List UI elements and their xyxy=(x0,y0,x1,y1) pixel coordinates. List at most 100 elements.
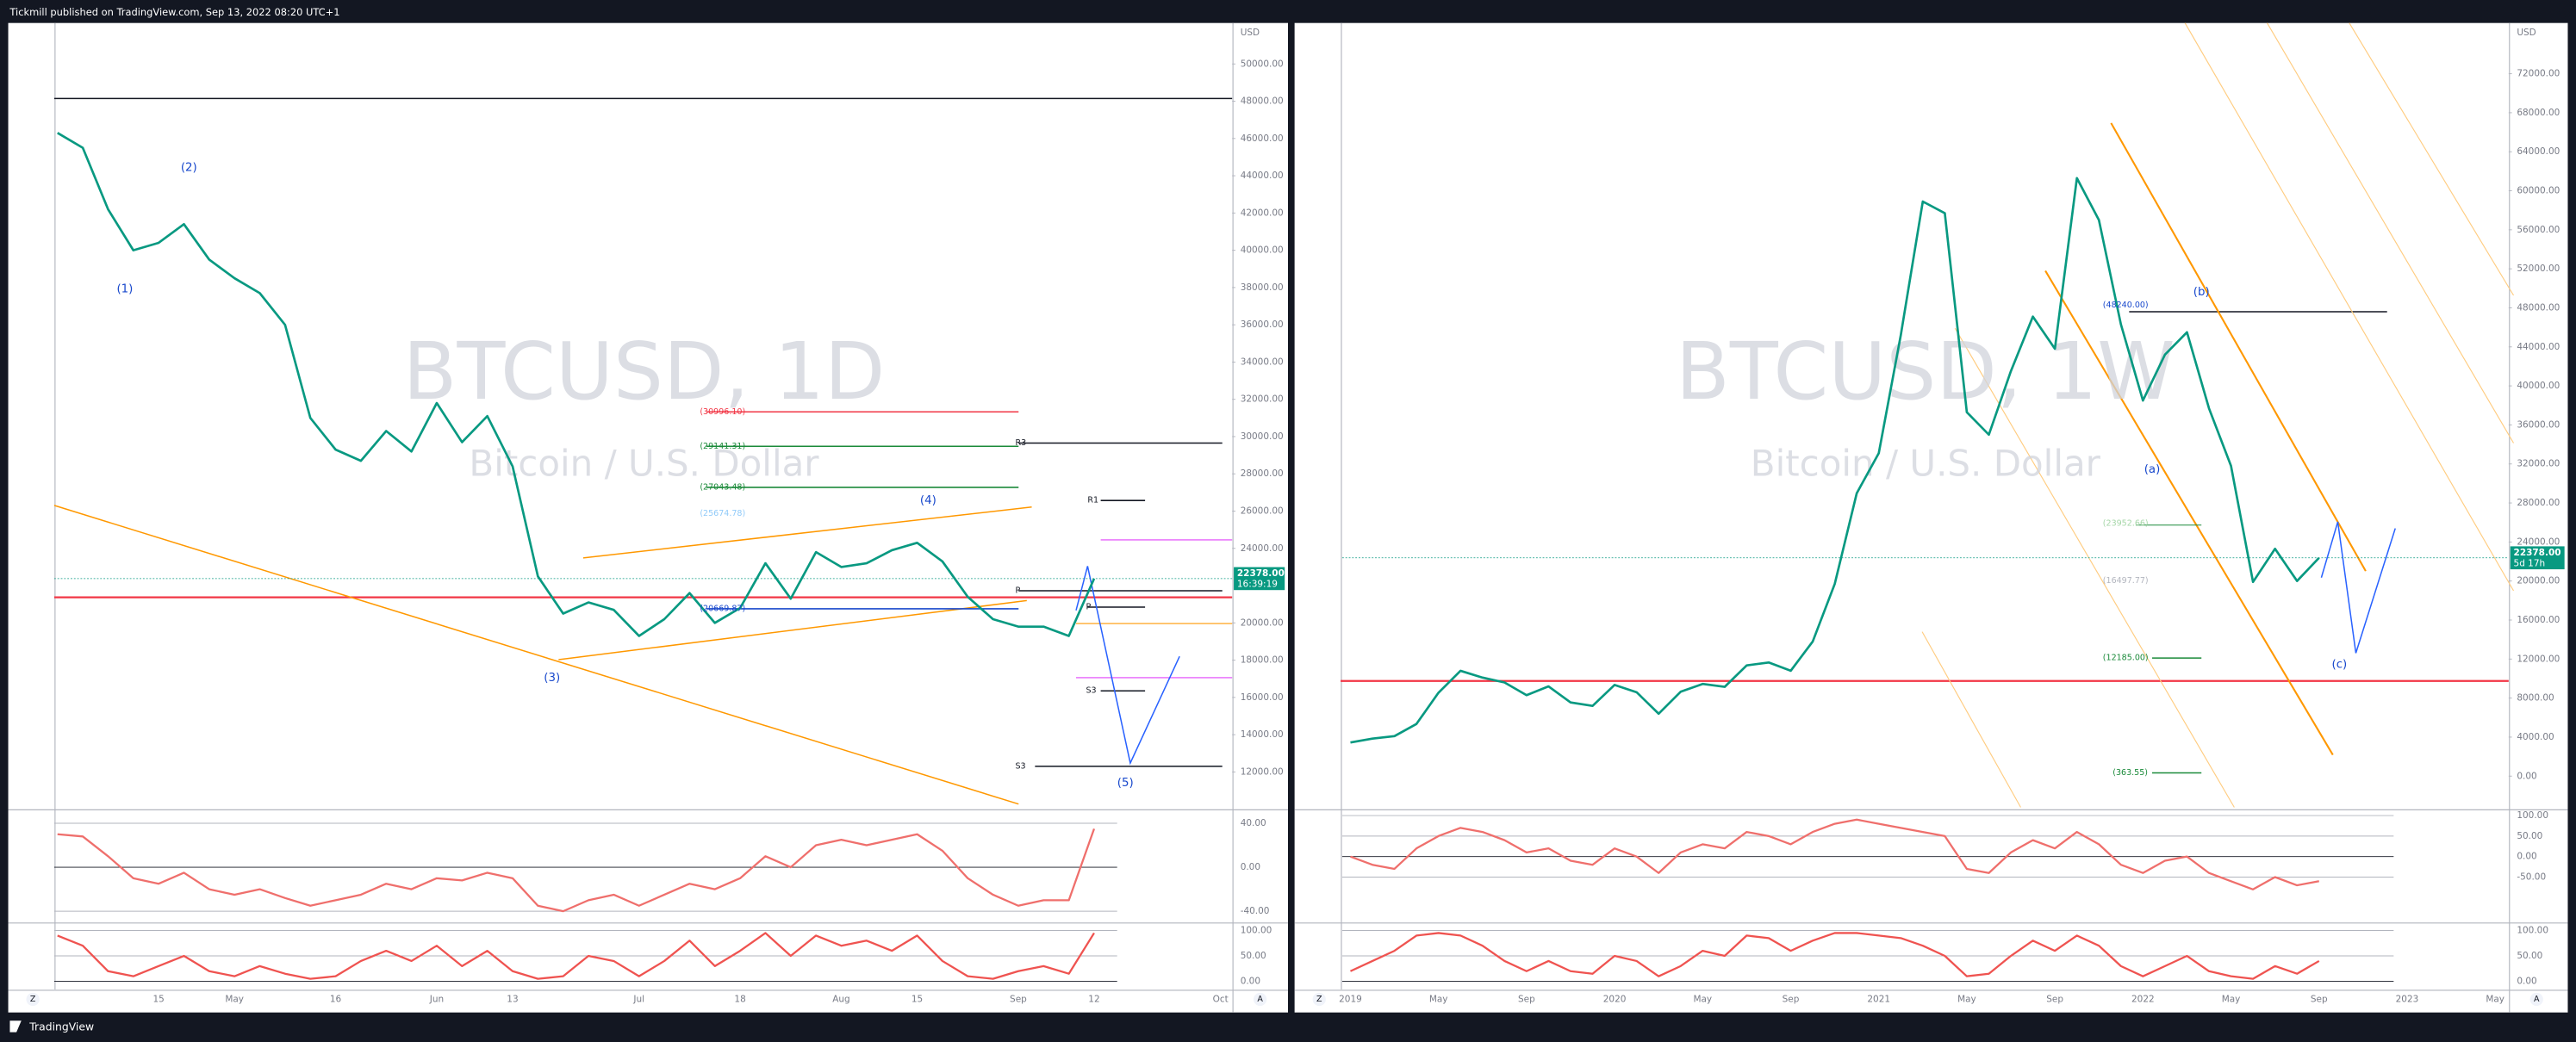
indicator-tick-label: 100.00 xyxy=(1241,925,1272,935)
y-tick-label: 40000.00 xyxy=(2517,381,2560,391)
bar-countdown: 16:39:19 xyxy=(1237,580,1278,590)
y-tick-label: 34000.00 xyxy=(1241,357,1284,367)
axis-button[interactable] xyxy=(1253,992,1267,1007)
y-tick-label: 24000.00 xyxy=(1241,543,1284,554)
y-tick-label: 44000.00 xyxy=(2517,342,2560,352)
axis-unit: USD xyxy=(1241,28,1260,38)
axis-button-label[interactable]: A xyxy=(1257,995,1263,1004)
annotation: (16497.77) xyxy=(2103,576,2149,586)
y-tick-label: 18000.00 xyxy=(1241,655,1284,666)
brand-logo xyxy=(9,1020,22,1033)
axis-button-label[interactable]: Z xyxy=(30,995,36,1004)
indicator-tick-label: -40.00 xyxy=(1241,906,1270,916)
indicator-tick-label: 0.00 xyxy=(2517,852,2536,862)
y-tick-label: 32000.00 xyxy=(2517,459,2560,469)
y-tick-label: 36000.00 xyxy=(2517,419,2560,430)
x-tick-label: Sep xyxy=(2046,994,2063,1004)
y-tick-label: 14000.00 xyxy=(1241,729,1284,740)
y-tick-label: 52000.00 xyxy=(2517,264,2560,274)
x-tick-label: Sep xyxy=(2311,994,2328,1004)
axis-button-label[interactable]: Z xyxy=(1316,995,1322,1004)
indicator-tick-label: 0.00 xyxy=(1241,862,1260,872)
annotation: (a) xyxy=(2144,463,2161,476)
y-tick-label: 16000.00 xyxy=(2517,615,2560,625)
y-tick-label: 46000.00 xyxy=(1241,133,1284,144)
right-panel xyxy=(1294,22,2568,1013)
x-tick-label: May xyxy=(225,994,244,1004)
indicator-tick-label: 40.00 xyxy=(1241,818,1266,828)
y-tick-label: 12000.00 xyxy=(2517,654,2560,664)
axis-button[interactable] xyxy=(26,992,40,1007)
annotation: (1) xyxy=(116,282,133,295)
x-tick-label: May xyxy=(2486,994,2504,1004)
indicator-tick-label: 50.00 xyxy=(2517,831,2542,841)
axis-button-label[interactable]: A xyxy=(2534,995,2540,1004)
last-price-label: 22378.00 xyxy=(1237,568,1285,579)
footer-brand[interactable]: TradingView xyxy=(28,1020,94,1033)
left-drawings xyxy=(53,97,1233,805)
x-tick-label: 12 xyxy=(1088,994,1099,1004)
y-tick-label: 28000.00 xyxy=(2517,498,2560,508)
y-tick-label: 48000.00 xyxy=(2517,302,2560,313)
y-tick-label: 16000.00 xyxy=(1241,692,1284,703)
x-tick-label: Sep xyxy=(1783,994,1800,1004)
x-tick-label: 2021 xyxy=(1867,994,1890,1004)
x-tick-label: 16 xyxy=(330,994,341,1004)
indicator-tick-label: 100.00 xyxy=(2517,925,2548,935)
indicator-line xyxy=(57,828,1096,913)
annotation: (4) xyxy=(920,494,936,507)
indicator-tick-label: 0.00 xyxy=(1241,977,1260,987)
annotation: (48240.00) xyxy=(2103,301,2149,310)
x-tick-label: Sep xyxy=(1518,994,1535,1004)
watermark-subtitle: Bitcoin / U.S. Dollar xyxy=(469,443,819,485)
y-tick-label: 26000.00 xyxy=(1241,506,1284,517)
x-tick-label: Jul xyxy=(632,994,644,1004)
annotation: P xyxy=(1015,586,1020,595)
y-tick-label: 72000.00 xyxy=(2517,69,2560,79)
annotation: (25674.78) xyxy=(700,509,745,518)
y-tick-label: 32000.00 xyxy=(1241,394,1284,405)
x-tick-label: May xyxy=(1429,994,1448,1004)
y-tick-label: 64000.00 xyxy=(2517,146,2560,157)
y-tick-label: 4000.00 xyxy=(2517,732,2554,742)
x-tick-label: Aug xyxy=(832,994,849,1004)
x-tick-label: 15 xyxy=(152,994,164,1004)
price-line xyxy=(57,132,1096,637)
y-tick-label: 56000.00 xyxy=(2517,225,2560,235)
y-tick-label: 20000.00 xyxy=(2517,576,2560,586)
y-tick-label: 42000.00 xyxy=(1241,208,1284,218)
x-tick-label: 13 xyxy=(507,994,518,1004)
x-tick-label: May xyxy=(1693,994,1712,1004)
annotation: (5) xyxy=(1117,777,1134,790)
x-tick-label: 18 xyxy=(734,994,745,1004)
annotation: (12185.00) xyxy=(2103,654,2149,663)
indicator-tick-label: 50.00 xyxy=(1241,951,1266,961)
annotation: (c) xyxy=(2332,659,2348,672)
y-tick-label: 44000.00 xyxy=(1241,171,1284,181)
annotation: (30996.10) xyxy=(700,407,745,417)
annotation: (20669.87) xyxy=(700,604,745,613)
watermark-title: BTCUSD, 1D xyxy=(403,326,886,418)
x-tick-label: 2020 xyxy=(1603,994,1627,1004)
x-tick-label: Oct xyxy=(1213,994,1229,1004)
y-tick-label: 48000.00 xyxy=(1241,96,1284,107)
annotation: R3 xyxy=(1015,438,1026,448)
bar-countdown: 5d 17h xyxy=(2514,558,2546,568)
indicator-tick-label: -50.00 xyxy=(2517,871,2546,882)
annotation: (29141.31) xyxy=(700,442,745,451)
indicator-line xyxy=(1349,932,2320,980)
annotation: (b) xyxy=(2193,286,2210,299)
axis-button[interactable] xyxy=(1312,992,1326,1007)
x-tick-label: Sep xyxy=(1010,994,1027,1004)
axis-button[interactable] xyxy=(2529,992,2543,1007)
y-tick-label: 60000.00 xyxy=(2517,186,2560,196)
y-tick-label: 30000.00 xyxy=(1241,431,1284,442)
y-tick-label: 38000.00 xyxy=(1241,282,1284,293)
y-tick-label: 68000.00 xyxy=(2517,108,2560,118)
annotation: (27043.48) xyxy=(700,482,745,492)
last-price-box xyxy=(2510,546,2565,570)
y-tick-label: 36000.00 xyxy=(1241,319,1284,330)
indicator-line xyxy=(57,932,1095,980)
